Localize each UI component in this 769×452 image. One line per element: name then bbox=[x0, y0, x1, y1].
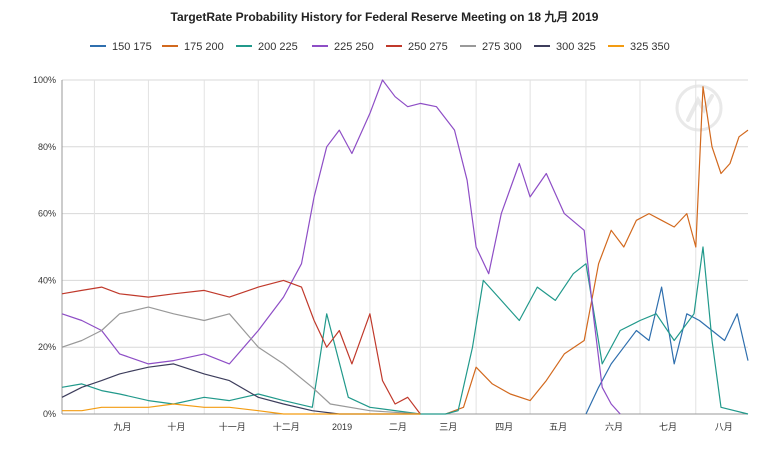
legend-swatch bbox=[162, 45, 178, 48]
legend-swatch bbox=[386, 45, 402, 48]
series-line-150-175 bbox=[585, 286, 749, 415]
y-tick-label: 40% bbox=[38, 275, 56, 285]
x-tick-label: 十二月 bbox=[273, 421, 300, 432]
x-tick-label: 七月 bbox=[659, 422, 677, 432]
x-tick-label: 五月 bbox=[549, 422, 567, 432]
legend-item: 225 250 bbox=[312, 41, 374, 53]
legend-item: 200 225 bbox=[236, 41, 298, 53]
legend-swatch bbox=[312, 45, 328, 48]
series-line-225-250 bbox=[61, 79, 621, 415]
series-line-275-300 bbox=[61, 306, 421, 415]
watermark-logo bbox=[675, 84, 723, 132]
y-tick-label: 20% bbox=[38, 342, 56, 352]
chart-title: TargetRate Probability History for Feder… bbox=[170, 10, 599, 24]
x-tick-label: 四月 bbox=[495, 422, 513, 432]
legend-label: 300 325 bbox=[556, 41, 596, 53]
legend-swatch bbox=[460, 45, 476, 48]
legend-item: 275 300 bbox=[460, 41, 522, 53]
x-tick-label: 六月 bbox=[605, 421, 623, 432]
legend-label: 150 175 bbox=[112, 41, 152, 53]
legend-item: 175 200 bbox=[162, 41, 224, 53]
legend-swatch bbox=[90, 45, 106, 48]
series-line-325-350 bbox=[62, 403, 421, 415]
legend-label: 275 300 bbox=[482, 41, 522, 53]
legend-item: 250 275 bbox=[386, 41, 448, 53]
series-line-200-225 bbox=[61, 246, 749, 415]
x-tick-label: 九月 bbox=[113, 422, 131, 432]
series-line-300-325 bbox=[61, 363, 421, 415]
legend: 150 175 175 200 200 225 225 250 250 275 275 3… bbox=[0, 41, 769, 55]
y-tick-label: 0% bbox=[43, 409, 56, 419]
legend-label: 325 350 bbox=[630, 41, 670, 53]
x-tick-label: 十一月 bbox=[219, 421, 246, 432]
legend-swatch bbox=[236, 45, 252, 48]
x-tick-label: 二月 bbox=[389, 422, 407, 432]
x-tick-label: 十月 bbox=[167, 421, 185, 432]
legend-item: 150 175 bbox=[90, 41, 152, 53]
legend-label: 200 225 bbox=[258, 41, 298, 53]
y-tick-label: 80% bbox=[38, 142, 56, 152]
x-tick-label: 三月 bbox=[439, 422, 457, 432]
legend-swatch bbox=[608, 45, 624, 48]
series-line-250-275 bbox=[61, 279, 421, 415]
legend-label: 250 275 bbox=[408, 41, 448, 53]
legend-label: 225 250 bbox=[334, 41, 374, 53]
x-tick-label: 八月 bbox=[715, 422, 733, 432]
legend-item: 325 350 bbox=[608, 41, 670, 53]
y-tick-label: 60% bbox=[38, 209, 56, 219]
legend-swatch bbox=[534, 45, 550, 48]
legend-label: 175 200 bbox=[184, 41, 224, 53]
series-line-175-200 bbox=[445, 86, 749, 415]
y-tick-label: 100% bbox=[33, 75, 56, 85]
legend-item: 300 325 bbox=[534, 41, 596, 53]
x-tick-label: 2019 bbox=[332, 422, 352, 432]
